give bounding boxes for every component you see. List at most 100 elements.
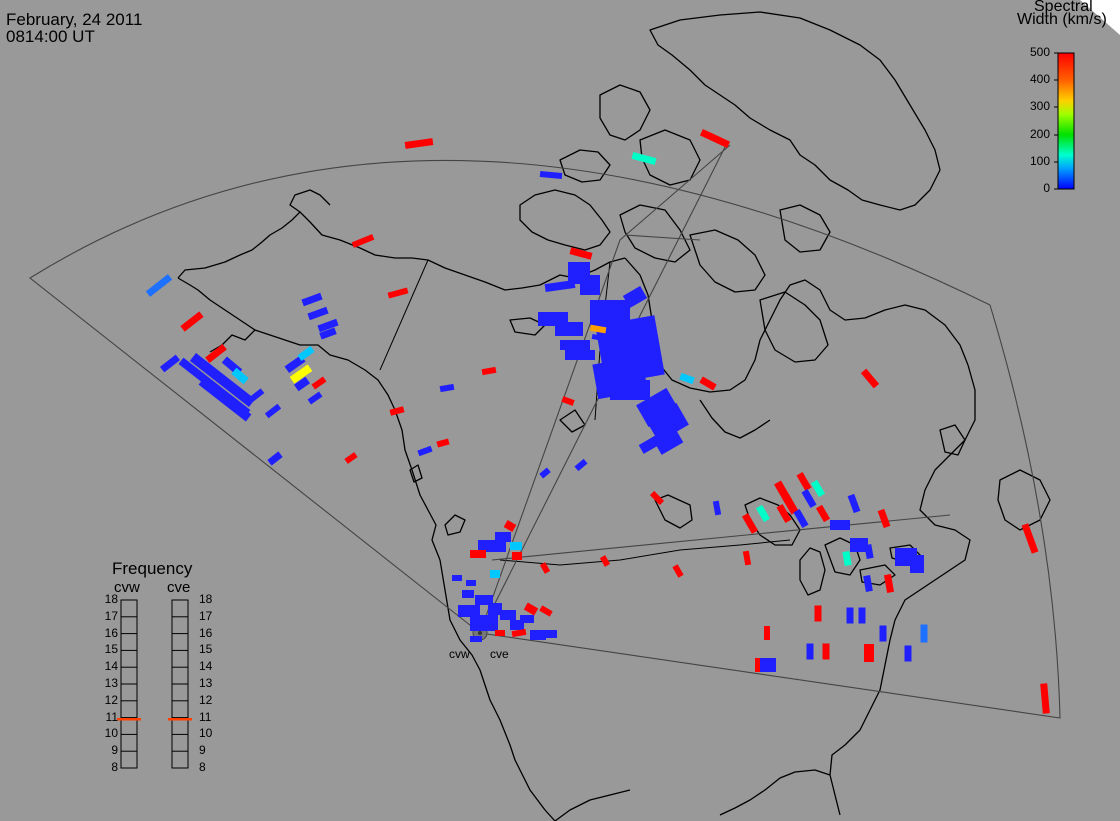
backscatter-cell	[1021, 523, 1039, 554]
backscatter-cell	[764, 626, 770, 640]
backscatter-cell	[561, 396, 575, 406]
frequency-tick-label: 11	[105, 709, 118, 724]
backscatter-cell	[458, 605, 480, 617]
backscatter-cell	[793, 508, 809, 529]
backscatter-cell	[159, 354, 181, 373]
frequency-tick-label: 8	[199, 760, 206, 774]
borders	[379, 259, 791, 566]
backscatter-cell	[470, 550, 486, 558]
backscatter-cell	[307, 391, 323, 405]
backscatter-cell	[145, 274, 173, 297]
backscatter-cell	[569, 247, 593, 260]
frequency-tick-label: 14	[104, 659, 118, 674]
backscatter-cell	[520, 615, 534, 623]
frequency-title: Frequency	[112, 559, 193, 578]
backscatter-cell	[511, 628, 527, 638]
backscatter-cells	[145, 128, 1050, 714]
backscatter-cell	[387, 287, 409, 299]
backscatter-cell	[503, 520, 517, 532]
backscatter-cell	[264, 403, 282, 419]
frequency-tick-label: 18	[104, 592, 118, 606]
backscatter-cell	[822, 643, 830, 660]
frequency-grid-lines	[121, 599, 188, 769]
backscatter-cell	[591, 333, 605, 342]
colorbar-tick: 300	[1029, 99, 1050, 113]
frequency-label-cve: cve	[167, 579, 191, 596]
backscatter-cell	[495, 630, 505, 636]
backscatter-cell	[289, 364, 313, 384]
backscatter-cell	[417, 445, 433, 457]
backscatter-cell	[858, 607, 866, 624]
backscatter-cell	[478, 540, 506, 552]
backscatter-cell	[539, 467, 551, 479]
backscatter-cell	[351, 234, 375, 248]
plot-date: February, 24 2011	[6, 10, 143, 29]
frequency-tick-label: 15	[199, 642, 213, 657]
backscatter-cell	[545, 630, 557, 638]
frequency-tick-label: 18	[199, 592, 213, 606]
backscatter-cell	[796, 471, 812, 492]
backscatter-cell	[510, 620, 524, 630]
backscatter-cell	[580, 275, 600, 295]
frequency-tick-label: 16	[199, 625, 213, 640]
backscatter-cell	[249, 388, 265, 402]
backscatter-cell	[481, 366, 497, 376]
backscatter-cell	[679, 372, 695, 385]
backscatter-cell	[877, 508, 891, 529]
backscatter-cell	[814, 605, 822, 622]
radar-label-cvw: cvw	[449, 647, 470, 661]
backscatter-cell	[198, 377, 252, 422]
backscatter-cell	[883, 574, 895, 593]
frequency-tick-label: 14	[199, 659, 213, 674]
colorbar-tick: 0	[1043, 181, 1050, 195]
backscatter-cell	[462, 590, 474, 598]
backscatter-cell	[781, 493, 799, 515]
backscatter-cell	[452, 575, 462, 581]
frequency-tick-label: 12	[104, 692, 118, 707]
colorbar-tick: 100	[1029, 154, 1050, 168]
backscatter-cell	[231, 367, 249, 385]
colorbar-title-line1: Spectral	[1034, 0, 1093, 15]
frequency-tick-label: 16	[104, 625, 118, 640]
backscatter-cell	[801, 488, 817, 509]
backscatter-cell	[344, 452, 358, 464]
backscatter-cell	[470, 636, 482, 642]
backscatter-cell	[776, 503, 792, 524]
backscatter-cell	[742, 550, 752, 566]
backscatter-cell	[523, 602, 539, 616]
backscatter-cell	[539, 171, 563, 179]
backscatter-cell	[544, 279, 576, 293]
colorbar	[1054, 52, 1075, 190]
backscatter-cell	[599, 555, 611, 567]
backscatter-cell	[317, 318, 339, 333]
backscatter-cell	[638, 436, 660, 454]
plot-time: 0814:00 UT	[6, 27, 95, 46]
radar-label-cve: cve	[490, 647, 509, 661]
backscatter-cell	[920, 624, 928, 643]
backscatter-cell	[574, 458, 588, 472]
backscatter-cell	[741, 513, 759, 534]
backscatter-cell	[863, 575, 873, 592]
backscatter-cell	[636, 387, 679, 428]
backscatter-cell	[699, 128, 731, 149]
backscatter-cell	[622, 285, 648, 309]
backscatter-cell	[699, 376, 717, 391]
backscatter-cell	[490, 570, 500, 578]
backscatter-cell	[864, 543, 874, 560]
backscatter-cell	[589, 324, 607, 334]
backscatter-cell	[904, 645, 912, 662]
backscatter-cell	[284, 354, 306, 374]
backscatter-cell	[815, 504, 831, 523]
backscatter-cell	[760, 658, 776, 672]
backscatter-cell	[436, 438, 450, 448]
backscatter-cell	[510, 542, 522, 550]
backscatter-cell	[466, 580, 476, 586]
backscatter-cell	[205, 343, 227, 364]
backscatter-cell	[810, 479, 826, 498]
frequency-tick-label: 9	[111, 743, 118, 758]
backscatter-cell	[631, 152, 657, 165]
frequency-tick-label: 11	[199, 709, 212, 724]
backscatter-cell	[755, 504, 771, 523]
